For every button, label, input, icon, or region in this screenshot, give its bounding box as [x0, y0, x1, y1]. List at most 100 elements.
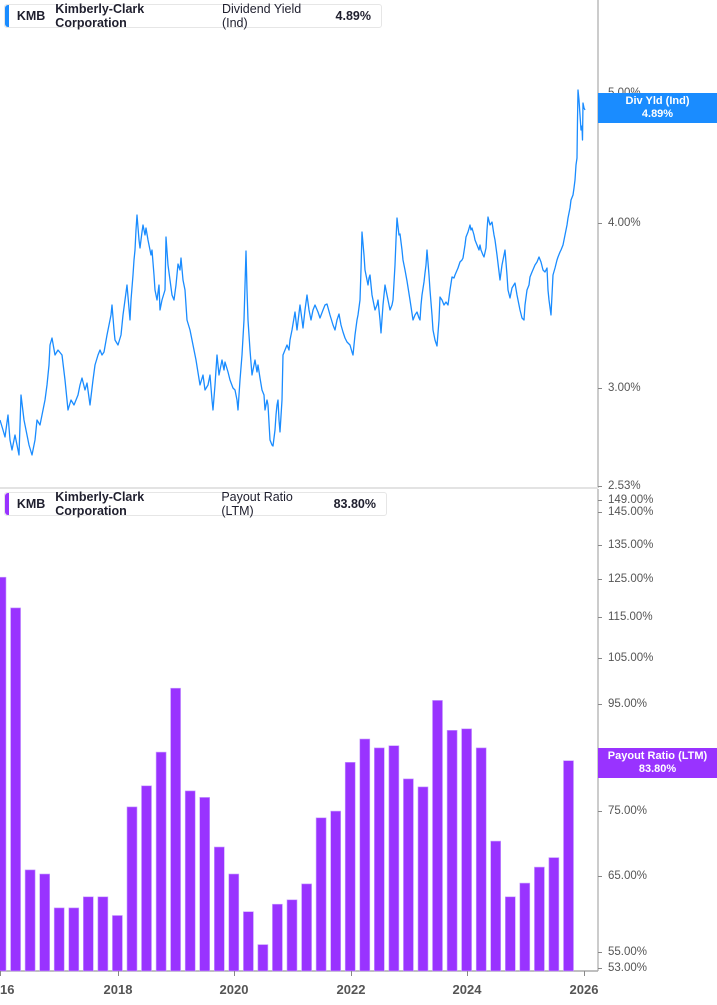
- payout-bar[interactable]: [461, 728, 472, 972]
- dividend-yield-legend[interactable]: KMB Kimberly-Clark Corporation Dividend …: [4, 2, 382, 30]
- y-axis-label: 75.00%: [608, 805, 648, 817]
- payout-bar[interactable]: [126, 806, 138, 972]
- payout-bar[interactable]: [0, 576, 7, 972]
- y-axis-label: 53.00%: [608, 962, 648, 974]
- payout-bar[interactable]: [417, 786, 429, 972]
- payout-bar[interactable]: [199, 797, 210, 972]
- flag-value: 4.89%: [641, 108, 674, 120]
- y-tick: [598, 486, 602, 487]
- payout-bar[interactable]: [112, 915, 123, 972]
- y-tick: [598, 617, 602, 618]
- payout-bar[interactable]: [53, 907, 65, 972]
- payout-bar[interactable]: [243, 911, 254, 972]
- x-tick: [0, 971, 1, 976]
- y-axis-label: 145.00%: [608, 506, 654, 518]
- dividend-yield-value-flag: Div Yld (Ind) 4.89%: [598, 93, 717, 123]
- flag-title: Payout Ratio (LTM): [607, 750, 708, 762]
- payout-ratio-bars: [0, 576, 574, 972]
- y-axis-label: 4.00%: [608, 217, 641, 229]
- payout-bar[interactable]: [141, 785, 152, 972]
- payout-bar[interactable]: [519, 882, 531, 972]
- legend-ticker: KMB: [16, 9, 46, 23]
- y-axis-label: 105.00%: [608, 652, 654, 664]
- payout-ratio-legend[interactable]: KMB Kimberly-Clark Corporation Payout Ra…: [4, 490, 387, 518]
- y-axis-label: 115.00%: [608, 611, 653, 623]
- payout-bar[interactable]: [184, 790, 196, 972]
- payout-bar[interactable]: [10, 607, 21, 972]
- y-axis-label: 135.00%: [608, 539, 654, 551]
- y-tick: [598, 876, 602, 877]
- payout-bar[interactable]: [39, 873, 51, 972]
- y-tick: [598, 500, 602, 501]
- dividend-yield-panel: KMB Kimberly-Clark Corporation Dividend …: [0, 0, 717, 492]
- payout-bar[interactable]: [490, 840, 502, 972]
- legend-metric: Payout Ratio (LTM): [221, 490, 293, 518]
- y-axis-label: 65.00%: [608, 870, 648, 882]
- x-axis-label: 2026: [569, 982, 599, 997]
- payout-bar[interactable]: [446, 729, 458, 972]
- payout-bar[interactable]: [548, 857, 560, 972]
- y-tick: [598, 223, 602, 224]
- payout-bar[interactable]: [315, 817, 327, 972]
- y-axis-label: 125.00%: [608, 573, 654, 585]
- y-axis-label: 95.00%: [608, 698, 648, 710]
- payout-bar[interactable]: [83, 896, 94, 972]
- payout-bar[interactable]: [563, 760, 574, 972]
- legend-company: Kimberly-Clark Corporation: [55, 2, 145, 30]
- payout-bar[interactable]: [214, 846, 225, 972]
- payout-bar[interactable]: [534, 866, 545, 972]
- y-axis-label: 3.00%: [608, 382, 641, 394]
- payout-bar[interactable]: [257, 944, 269, 972]
- payout-bar[interactable]: [330, 810, 342, 972]
- x-tick: [234, 971, 235, 976]
- x-axis-label: 2016: [0, 982, 15, 997]
- y-tick: [598, 658, 602, 659]
- flag-value: 83.80%: [638, 763, 677, 775]
- y-tick: [598, 968, 602, 969]
- dividend-yield-line-chart: [0, 0, 599, 488]
- payout-bar[interactable]: [97, 896, 109, 972]
- payout-bar[interactable]: [475, 747, 487, 972]
- payout-bar[interactable]: [24, 869, 36, 972]
- x-axis-label: 2022: [336, 982, 366, 997]
- series-color-swatch: [5, 493, 9, 515]
- legend-company: Kimberly-Clark Corporation: [55, 490, 145, 518]
- legend-metric: Dividend Yield (Ind): [221, 2, 302, 30]
- payout-bar[interactable]: [504, 896, 516, 972]
- y-tick: [598, 704, 602, 705]
- payout-ratio-value-flag: Payout Ratio (LTM) 83.80%: [598, 748, 717, 778]
- pane-separator[interactable]: [0, 487, 598, 489]
- y-tick: [598, 579, 602, 580]
- flag-title: Div Yld (Ind): [625, 95, 690, 107]
- series-color-swatch: [5, 5, 9, 27]
- y-axis-label: 2.53%: [608, 480, 641, 492]
- payout-bar[interactable]: [344, 761, 356, 972]
- payout-bar[interactable]: [403, 778, 414, 972]
- y-tick: [598, 545, 602, 546]
- payout-bar[interactable]: [359, 738, 371, 972]
- payout-bar[interactable]: [272, 903, 283, 972]
- x-tick: [118, 971, 119, 976]
- dividend-yield-line: [0, 89, 586, 456]
- y-axis-label: 149.00%: [608, 494, 654, 506]
- y-tick: [598, 811, 602, 812]
- payout-bar[interactable]: [432, 700, 443, 972]
- x-tick: [584, 971, 585, 976]
- x-axis-label: 2020: [219, 982, 249, 997]
- payout-bar[interactable]: [155, 751, 167, 972]
- payout-bar[interactable]: [68, 907, 80, 972]
- payout-bar[interactable]: [388, 745, 400, 972]
- payout-bar[interactable]: [286, 899, 298, 972]
- y-tick: [598, 388, 602, 389]
- y-axis-label: 55.00%: [608, 946, 648, 958]
- legend-ticker: KMB: [16, 497, 46, 511]
- y-tick: [598, 952, 602, 953]
- x-tick: [467, 971, 468, 976]
- legend-value: 4.89%: [335, 9, 371, 23]
- payout-bar[interactable]: [373, 747, 385, 972]
- payout-bar[interactable]: [228, 873, 240, 972]
- payout-bar[interactable]: [170, 687, 181, 972]
- x-axis-label: 2024: [452, 982, 482, 997]
- payout-bar[interactable]: [301, 883, 312, 972]
